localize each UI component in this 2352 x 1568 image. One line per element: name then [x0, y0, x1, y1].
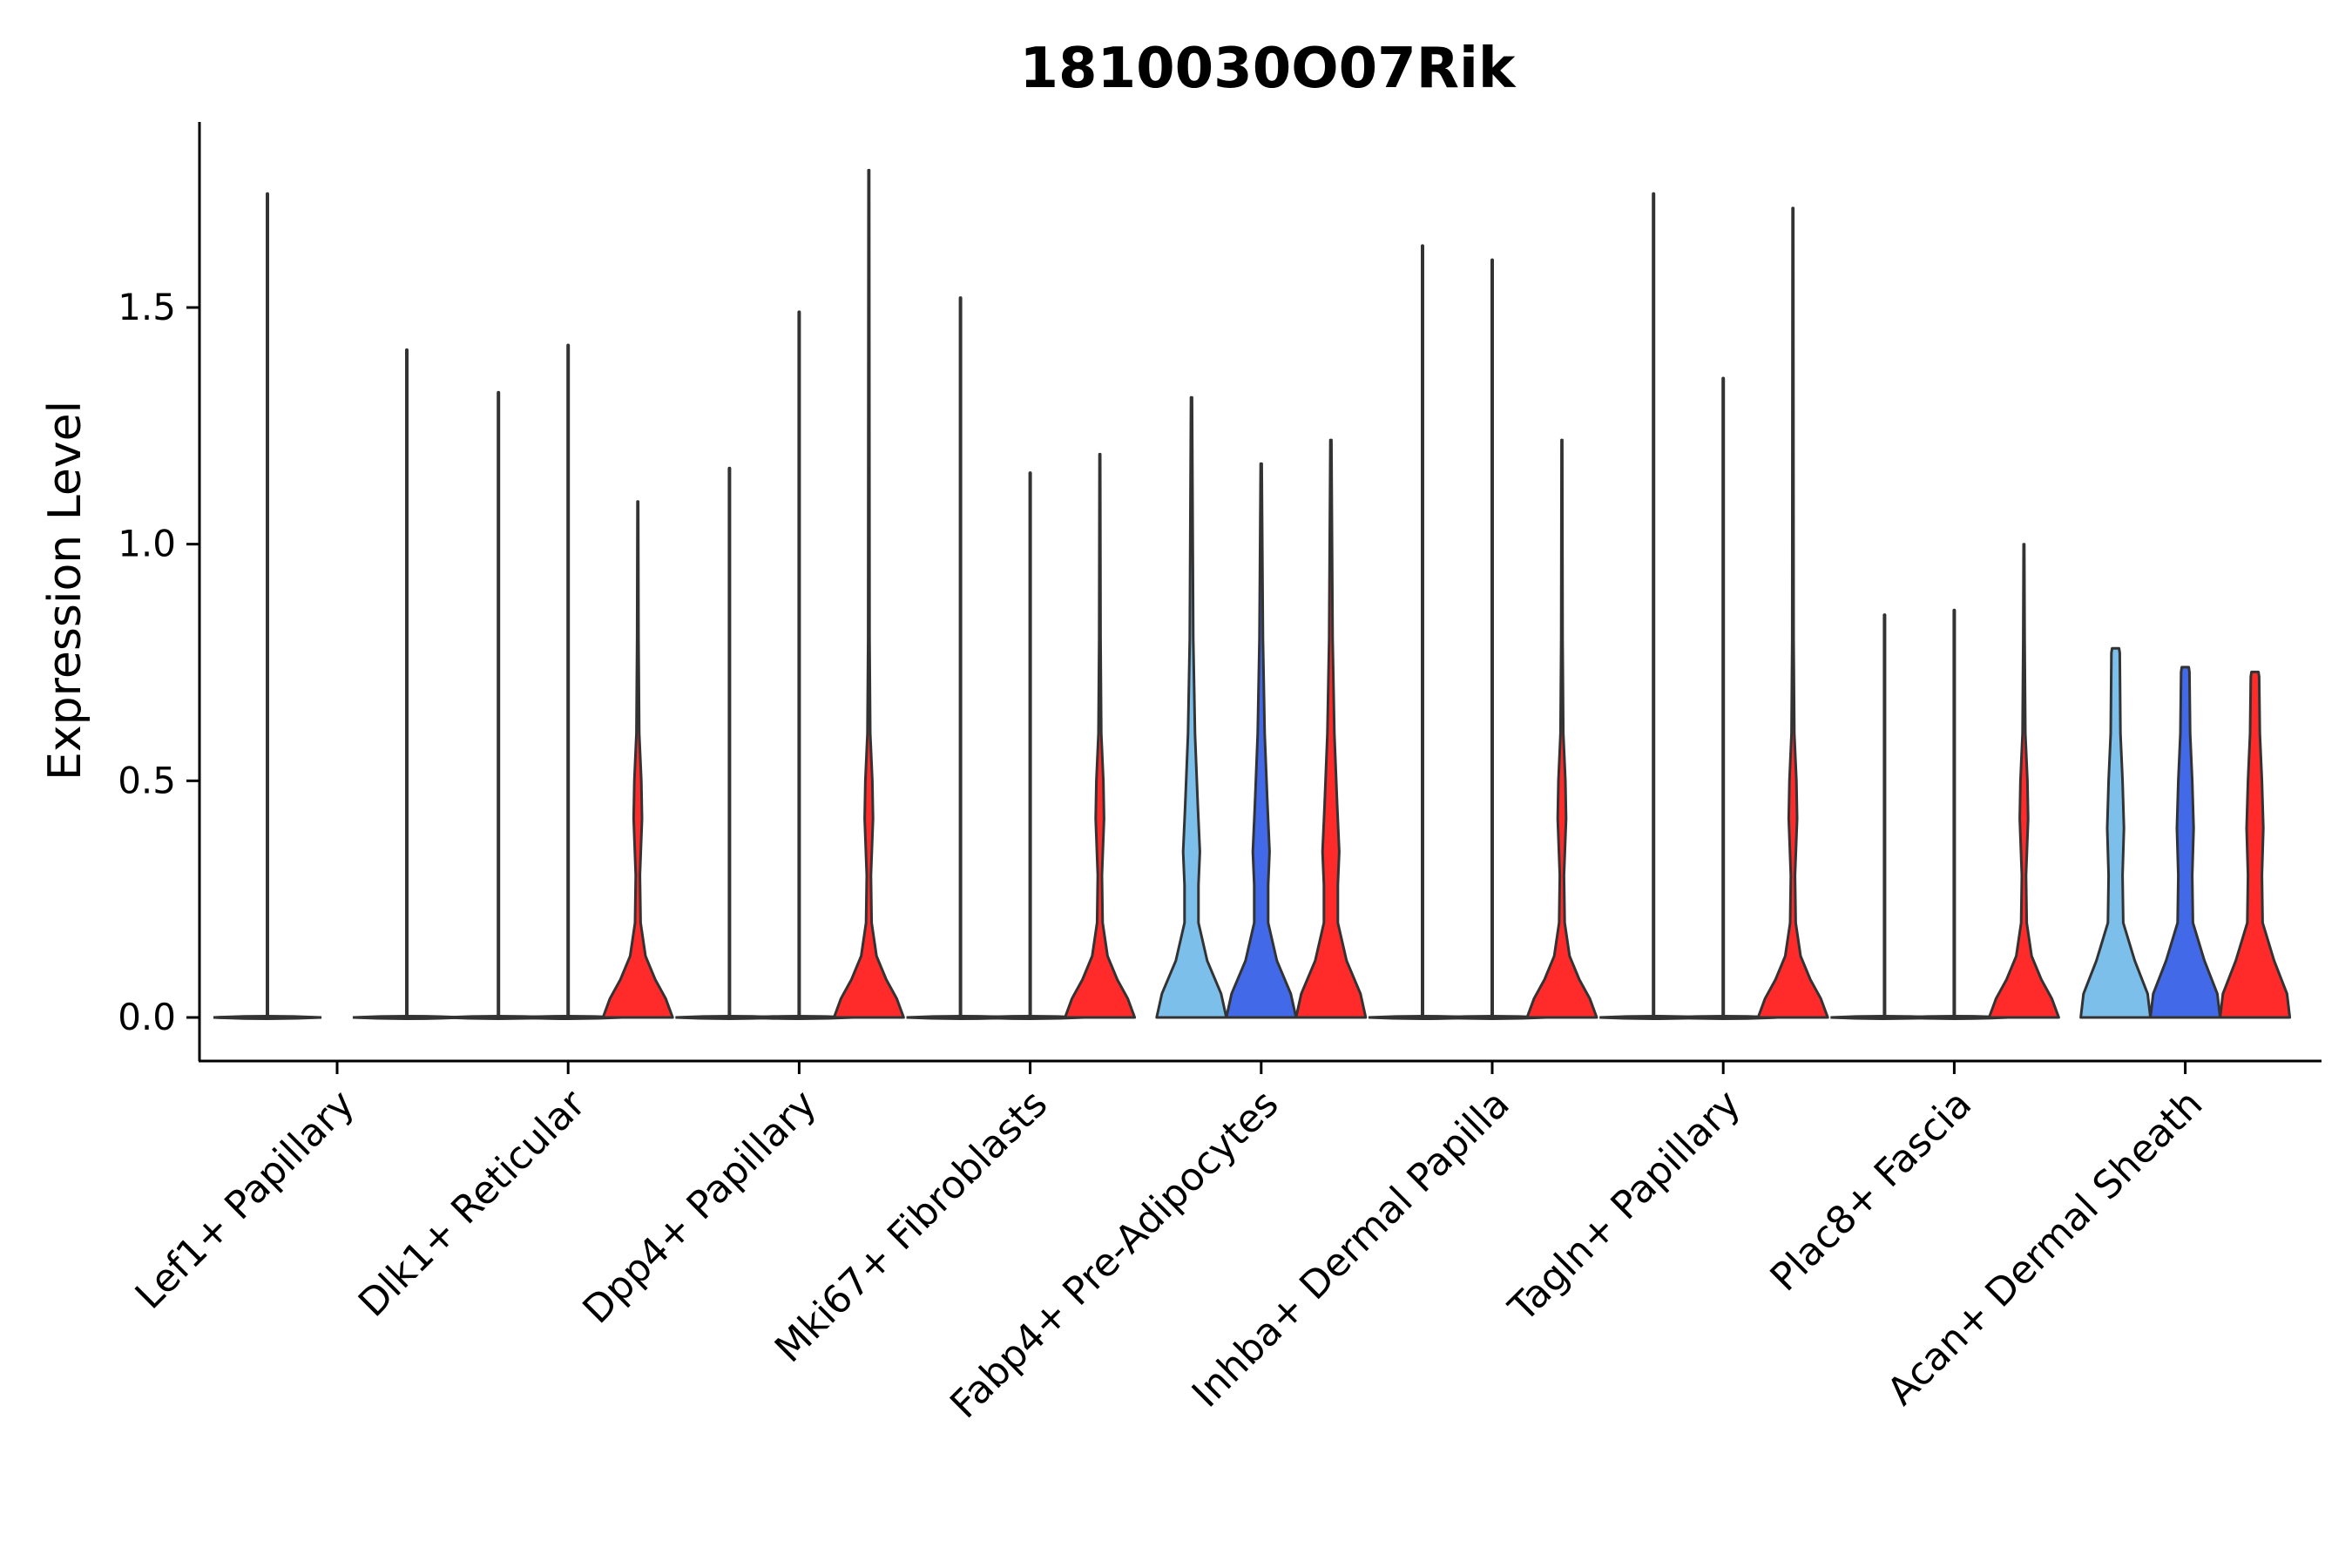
chart-title: 1810030O07Rik [1020, 37, 1517, 101]
violin-group1-4 [1155, 395, 1228, 1019]
y-tick-label: 1.5 [118, 286, 176, 328]
x-tick-label: Tagln+ Papillary [1500, 1082, 1749, 1331]
violin-group3-3 [1064, 452, 1137, 1019]
violin-group1-8 [2079, 646, 2153, 1019]
violin-group3-7 [1987, 543, 2060, 1019]
violin-group3-5 [1525, 438, 1598, 1019]
violin-group3-1 [601, 500, 674, 1019]
violin-group3-6 [1756, 206, 1829, 1019]
y-axis-label: Expression Level [39, 401, 91, 781]
x-tick-label: Plac8+ Fascia [1762, 1082, 1981, 1301]
violin-group3-8 [2219, 670, 2292, 1019]
y-ticks: 0.0 0.5 1.0 1.5 [118, 286, 199, 1038]
violin-group3-2 [832, 168, 905, 1019]
y-tick-label: 0.0 [118, 996, 176, 1038]
violin-group3-4 [1294, 438, 1368, 1019]
violin-group2-8 [2149, 666, 2222, 1019]
x-tick-label: Dlk1+ Reticular [350, 1081, 595, 1326]
violin-group2-4 [1225, 462, 1298, 1019]
x-tick-label: Dpp4+ Papillary [575, 1082, 826, 1333]
y-tick-label: 1.0 [118, 523, 176, 565]
violins [213, 168, 2292, 1020]
y-tick-label: 0.5 [118, 759, 176, 801]
x-tick-label: Lef1+ Papillary [127, 1082, 363, 1318]
